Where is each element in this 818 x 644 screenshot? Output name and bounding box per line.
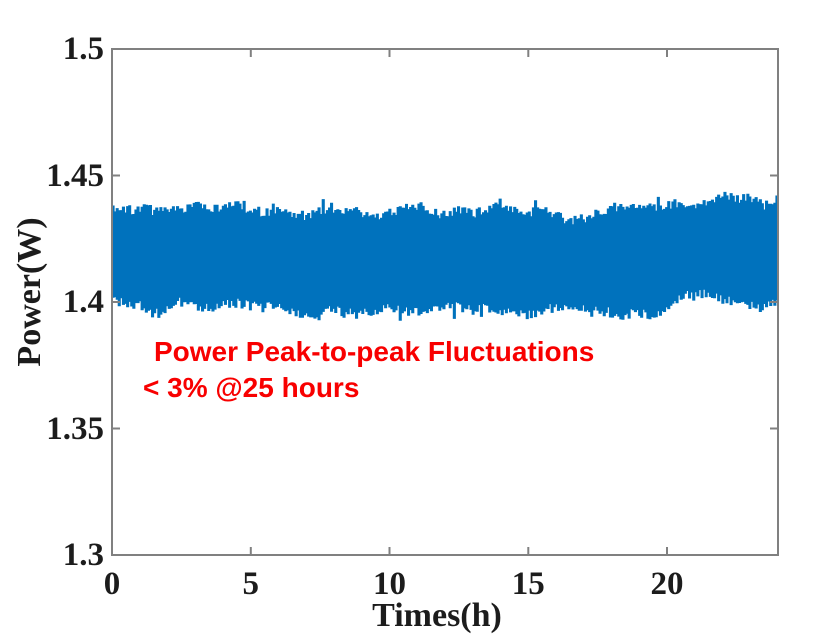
annotation-line-1: Power Peak-to-peak Fluctuations (154, 336, 595, 367)
x-tick-label-20: 20 (650, 566, 684, 602)
annotation-fluctuations: Power Peak-to-peak Fluctuations < 3% @25… (143, 334, 594, 406)
y-tick-label-1.4: 1.4 (62, 284, 104, 320)
x-tick-label-5: 5 (242, 566, 260, 602)
y-tick-label-1.45: 1.45 (46, 157, 104, 194)
axis-ticks (111, 48, 778, 556)
data-band-power-trace (111, 191, 779, 321)
annotation-line-2: < 3% @25 hours (143, 372, 360, 403)
x-tick-label-10: 10 (373, 566, 406, 602)
y-tick-label-1.3: 1.3 (62, 537, 104, 573)
x-tick-label-0: 0 (103, 566, 121, 602)
x-tick-label-15: 15 (511, 566, 545, 602)
y-tick-label-1.5: 1.5 (62, 31, 104, 67)
x-axis-label: Times(h) (372, 597, 502, 634)
y-tick-label-1.35: 1.35 (46, 410, 104, 447)
